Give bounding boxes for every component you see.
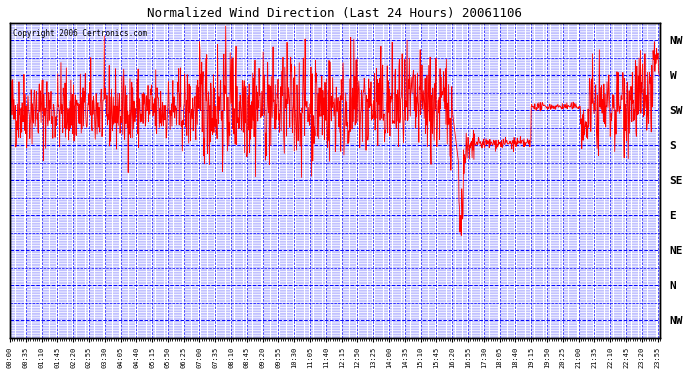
Title: Normalized Wind Direction (Last 24 Hours) 20061106: Normalized Wind Direction (Last 24 Hours… — [148, 7, 522, 20]
Text: Copyright 2006 Certronics.com: Copyright 2006 Certronics.com — [13, 29, 148, 38]
